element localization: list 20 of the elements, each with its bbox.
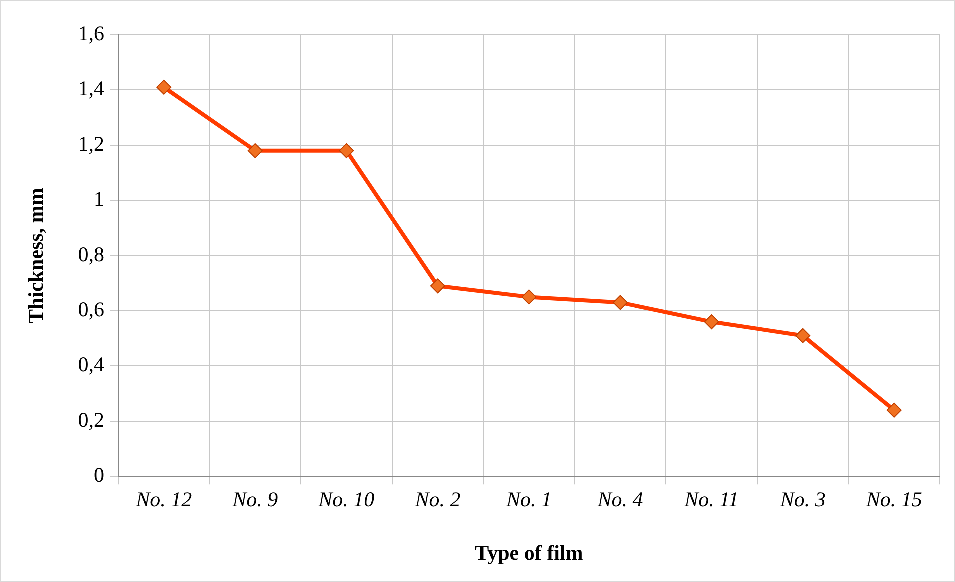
y-tick-label: 0,6 — [78, 298, 104, 322]
y-tick-label: 1 — [94, 187, 104, 212]
x-tick-label: No. 9 — [232, 488, 279, 512]
x-tick-label: No. 10 — [318, 488, 376, 512]
y-tick-label: 0,4 — [78, 352, 105, 377]
x-tick-label: No. 1 — [505, 488, 552, 512]
y-tick-label: 1,6 — [78, 22, 104, 46]
x-tick-label: No. 15 — [865, 488, 922, 512]
x-tick-label: No. 3 — [779, 488, 826, 512]
y-tick-label: 1,2 — [78, 132, 104, 156]
y-tick-label: 0,8 — [78, 242, 104, 266]
x-tick-label: No. 2 — [414, 488, 462, 512]
y-tick-label: 1,4 — [78, 76, 105, 101]
y-axis-title: Thickness, mm — [24, 188, 48, 324]
y-tick-label: 0,2 — [78, 408, 104, 432]
x-tick-label: No. 12 — [135, 488, 193, 512]
x-tick-label: No. 11 — [684, 488, 740, 512]
y-tick-label: 0 — [94, 463, 104, 488]
x-tick-label: No. 4 — [596, 488, 644, 512]
x-axis-title: Type of film — [475, 540, 584, 565]
